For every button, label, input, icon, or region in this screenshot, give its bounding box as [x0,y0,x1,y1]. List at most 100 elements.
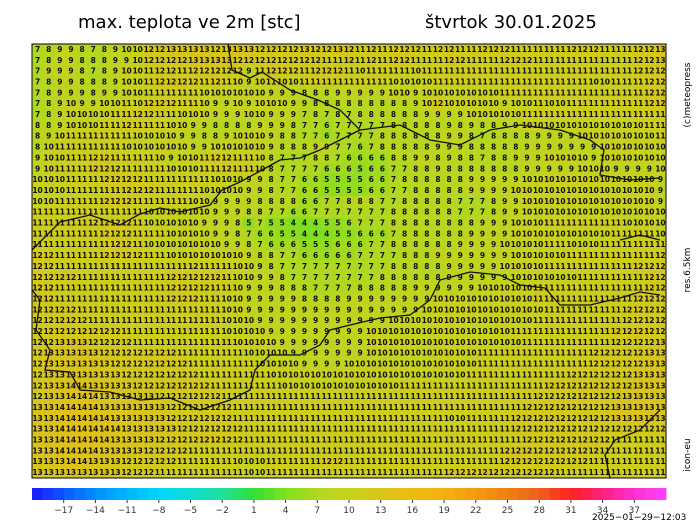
cell [376,315,389,327]
cell [287,336,300,349]
cell [287,434,300,446]
cell [165,315,178,327]
cell [654,434,667,446]
cell [43,282,55,295]
cell [454,304,467,316]
cell-value: 11 [588,110,598,119]
cell [254,130,267,143]
cell [554,402,567,414]
cell-value: 11 [233,360,243,369]
cell-value: 10 [444,316,454,325]
cell-value: 10 [466,99,476,108]
cell-value: 12 [155,436,165,445]
cell-value: 11 [299,436,309,445]
cell [399,336,411,349]
cell-value: 10 [655,219,665,228]
colorbar-segment [201,488,213,500]
cell-value: 7 [335,273,340,282]
cell [432,293,445,305]
cell [76,87,89,99]
cell-value: 12 [655,67,665,76]
cell [554,185,567,197]
cell [410,456,422,468]
cell-value: 11 [600,316,610,325]
cell [432,369,445,381]
cell-value: 9 [513,208,518,217]
cell [599,380,611,392]
cell [621,391,634,403]
cell-value: 11 [555,327,565,336]
cell-value: 10 [522,175,532,184]
cell [577,217,589,229]
colorbar-segment [602,488,614,500]
cell [32,358,44,370]
cell-value: 11 [622,284,632,293]
cell [476,195,489,208]
cell-value: 13 [43,436,53,445]
cell [43,239,55,251]
cell-value: 11 [32,219,42,228]
cell-value: 12 [477,468,487,477]
cell [109,185,122,197]
cell-value: 8 [402,132,407,141]
cell-value: 14 [88,403,98,412]
cell-value: 11 [544,294,554,303]
colorbar-segment [275,488,286,500]
cell [98,369,111,381]
cell [632,76,645,88]
cell [643,87,656,99]
cell [54,402,66,414]
cell [343,65,356,78]
cell-value: 11 [388,457,398,466]
cell-value: 9 [257,186,262,195]
cell-value: 12 [177,425,187,434]
cell-value: 10 [132,56,142,65]
cell-value: 13 [144,414,154,423]
cell-value: 11 [66,153,76,162]
cell-value: 10 [233,88,243,97]
cell-value: 11 [611,316,621,325]
cell-value: 12 [655,77,665,86]
cell-value: 10 [177,164,187,173]
cell [154,109,166,121]
cell [65,261,77,273]
cell [588,467,600,479]
cell-value: 7 [369,143,374,152]
cell [654,402,667,414]
cell-value: 13 [244,45,254,54]
cell [399,130,411,143]
cell-value: 7 [480,208,485,217]
cell-value: 11 [422,45,432,54]
cell-value: 6 [369,229,374,238]
cell-value: 6 [313,197,318,206]
cell-value: 10 [255,457,265,466]
cell [654,44,667,56]
cell [120,141,133,153]
cell [499,412,511,425]
cell [476,65,489,78]
cell-value: 8 [424,197,429,206]
cell [554,358,567,370]
cell [265,326,278,338]
cell-value: 10 [132,132,142,141]
cell [410,293,422,305]
cell-value: 11 [155,251,165,260]
cell-value: 11 [110,294,120,303]
cell [499,228,511,240]
cell [343,239,356,251]
cell-value: 12 [266,67,276,76]
cell [54,228,66,240]
cell [176,336,189,349]
cell [343,141,356,153]
cell-value: 11 [511,436,521,445]
cell [143,304,155,316]
cell [387,206,400,219]
cell [65,434,77,446]
cell [554,141,567,153]
cell-value: 10 [477,327,487,336]
cell [387,217,400,229]
cell-value: 11 [121,164,131,173]
cell-value: 11 [199,327,209,336]
cell [243,54,255,67]
cell-value: 10 [544,197,554,206]
